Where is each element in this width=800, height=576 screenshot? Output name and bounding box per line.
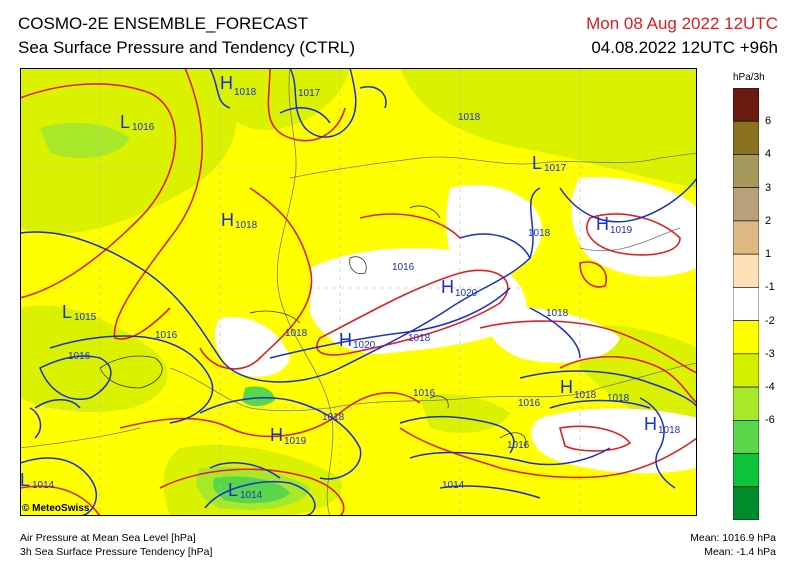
tendency-areas-neutral [214, 177, 697, 474]
footer-line-2: 3h Sea Surface Pressure Tendency [hPa] [20, 546, 213, 558]
country-borders [20, 68, 697, 516]
isobars [20, 68, 697, 516]
isobar-label: 1018 [458, 112, 481, 123]
legend-tick-label: -6 [765, 414, 775, 427]
low-center-label: L [120, 112, 130, 132]
isobar-label: 1016 [413, 388, 436, 399]
high-center-label: H [441, 277, 454, 297]
low-center-label: L [20, 470, 30, 490]
legend-unit: hPa/3h [733, 72, 765, 83]
legend-colorbar [733, 88, 759, 520]
valid-time: Mon 08 Aug 2022 12UTC [586, 14, 778, 33]
legend-tick-label: 4 [765, 148, 772, 161]
high-center-label: H [339, 330, 352, 350]
isobar-label: 1016 [507, 440, 530, 451]
pressure-centers: L 1016 L 1015 L 1014 L 1014 L 1017 H 101… [20, 73, 681, 501]
isobar-label: 1018 [607, 393, 630, 404]
isobar-label: 1016 [518, 398, 541, 409]
high-center-label: H [560, 377, 573, 397]
low-center-value: 1015 [74, 312, 97, 323]
high-center-value: 1020 [353, 340, 376, 351]
legend-band [733, 220, 759, 255]
isobar-labels: 1017 1018 1018 1016 1016 1016 1018 1018 … [68, 88, 630, 491]
isobar-label: 1018 [528, 228, 551, 239]
tendency-areas-green [40, 122, 310, 510]
legend-band [733, 386, 759, 421]
chart-subtitle: Sea Surface Pressure and Tendency (CTRL) [18, 38, 356, 57]
low-center-value: 1017 [544, 163, 567, 174]
legend-band [733, 88, 759, 122]
low-center-value: 1014 [240, 490, 263, 501]
tendency-areas-light [20, 68, 697, 516]
mean-pressure: Mean: 1016.9 hPa [690, 532, 776, 544]
legend-band [733, 154, 759, 188]
legend-band [733, 320, 759, 355]
legend-band [733, 453, 759, 488]
high-center-value: 1019 [610, 225, 633, 236]
credit: © MeteoSwiss [22, 503, 90, 514]
legend-band [733, 486, 759, 520]
isobar-label: 1018 [546, 308, 569, 319]
high-center-value: 1018 [235, 220, 258, 231]
legend-band [733, 353, 759, 388]
chart-title: COSMO-2E ENSEMBLE_FORECAST [18, 14, 309, 33]
footer-line-1: Air Pressure at Mean Sea Level [hPa] [20, 532, 196, 544]
isobar-label: 1017 [298, 88, 321, 99]
legend-band [733, 253, 759, 288]
isobar-label: 1016 [155, 330, 178, 341]
high-center-label: H [221, 210, 234, 230]
legend-tick-label: -2 [765, 314, 775, 327]
legend-tick-label: -4 [765, 381, 775, 394]
high-center-label: H [270, 425, 283, 445]
high-center-value: 1018 [658, 425, 681, 436]
high-center-label: H [644, 414, 657, 434]
legend-band [733, 120, 759, 155]
legend-tick-label: -3 [765, 347, 775, 360]
lakes-coastlines [99, 205, 527, 449]
legend-tick-label: 3 [765, 181, 772, 194]
map-frame [20, 68, 697, 516]
mean-tendency: Mean: -1.4 hPa [704, 546, 776, 558]
legend-band [733, 187, 759, 222]
low-center-label: L [62, 302, 72, 322]
pressure-map: L 1016 L 1015 L 1014 L 1014 L 1017 H 101… [20, 68, 697, 516]
low-center-label: L [228, 480, 238, 500]
legend-tick-label: 2 [765, 214, 772, 227]
high-center-value: 1018 [234, 87, 257, 98]
high-center-value: 1018 [574, 390, 597, 401]
isobar-label: 1016 [68, 351, 91, 362]
low-center-label: L [532, 153, 542, 173]
isobar-label: 1018 [285, 328, 308, 339]
run-time: 04.08.2022 12UTC +96h [591, 38, 778, 57]
isobar-label: 1018 [322, 412, 345, 423]
high-center-label: H [596, 214, 609, 234]
legend-band [733, 420, 759, 454]
legend-tick-label: 6 [765, 115, 772, 128]
isobar-label: 1014 [442, 480, 465, 491]
legend-tick-label: -1 [765, 281, 775, 294]
isobar-label: 1018 [408, 333, 431, 344]
isobar-label: 1016 [392, 262, 415, 273]
low-center-value: 1014 [32, 480, 55, 491]
high-center-value: 1020 [455, 288, 478, 299]
legend-band [733, 287, 759, 321]
low-center-value: 1016 [132, 122, 155, 133]
legend-tick-label: 1 [765, 248, 772, 261]
graticule [20, 68, 697, 516]
high-center-value: 1019 [284, 436, 307, 447]
high-center-label: H [220, 73, 233, 93]
